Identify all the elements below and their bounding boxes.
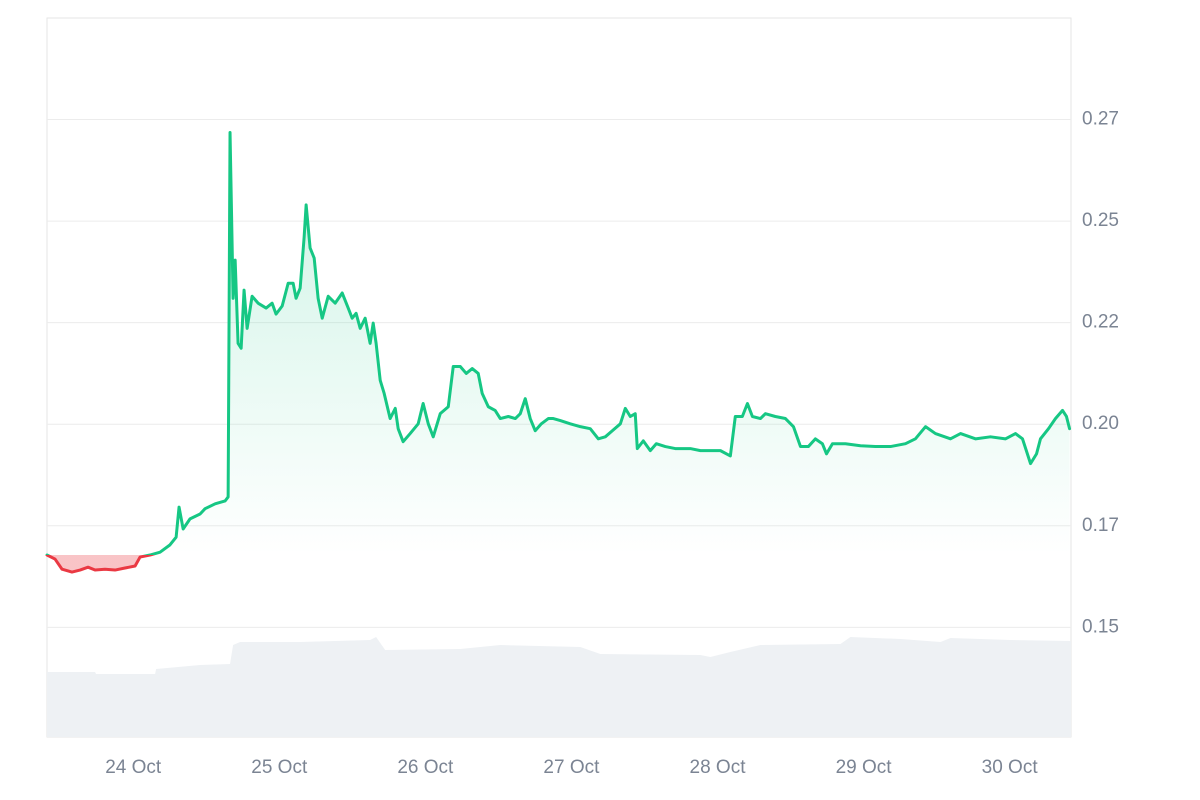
x-tick-label: 24 Oct (105, 757, 162, 778)
x-tick-label: 29 Oct (836, 757, 893, 778)
price-line (45, 131, 1072, 574)
x-tick-label: 30 Oct (982, 757, 1039, 778)
y-tick-label: 0.25 (1082, 210, 1119, 231)
x-tick-label: 25 Oct (251, 757, 308, 778)
x-tick-label: 26 Oct (397, 757, 454, 778)
y-tick-label: 0.27 (1082, 109, 1119, 130)
x-tick-label: 28 Oct (690, 757, 747, 778)
x-tick-label: 27 Oct (543, 757, 600, 778)
price-area (47, 132, 1070, 573)
y-tick-label: 0.17 (1082, 515, 1119, 536)
plot-frame (46, 17, 1072, 738)
y-tick-label: 0.22 (1082, 312, 1119, 333)
y-tick-label: 0.15 (1082, 616, 1119, 637)
y-tick-label: 0.20 (1082, 413, 1119, 434)
volume-area (47, 637, 1071, 737)
